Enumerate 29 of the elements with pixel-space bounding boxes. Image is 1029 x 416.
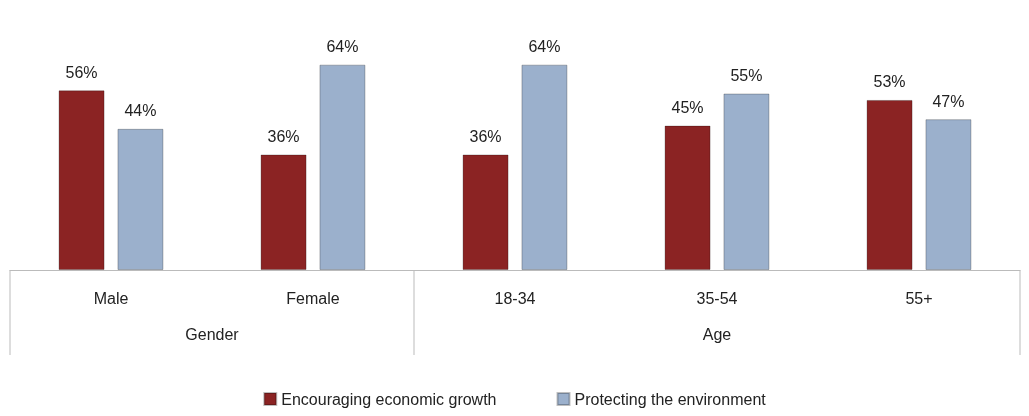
text: Age <box>702 325 732 343</box>
bar <box>925 119 972 270</box>
data-label: 55% <box>730 67 763 85</box>
bar <box>866 99 913 270</box>
data-label: 36% <box>267 127 300 145</box>
data-label: 64% <box>528 38 561 56</box>
bar <box>521 64 568 270</box>
text: Gender <box>185 325 240 343</box>
data-label: 53% <box>873 73 906 91</box>
bar <box>260 154 307 270</box>
bar <box>319 64 366 270</box>
bar <box>723 93 770 270</box>
x-tick-label: Male <box>93 289 129 307</box>
x-tick-label: 55+ <box>905 289 933 307</box>
bar <box>117 128 164 270</box>
data-label: 45% <box>671 99 704 117</box>
data-label: 56% <box>65 63 98 81</box>
bar <box>664 125 711 270</box>
legend-label: Protecting the environment <box>574 390 767 408</box>
legend-label: Encouraging economic growth <box>281 390 497 408</box>
data-label: 64% <box>326 38 359 56</box>
bar <box>462 154 509 270</box>
x-tick-label: 18-34 <box>494 289 536 307</box>
data-label: 47% <box>932 92 965 110</box>
bar <box>58 90 105 270</box>
x-tick-label: 35-54 <box>696 289 738 307</box>
data-label: 36% <box>469 127 502 145</box>
x-tick-label: Female <box>286 289 340 307</box>
data-label: 44% <box>124 102 157 120</box>
